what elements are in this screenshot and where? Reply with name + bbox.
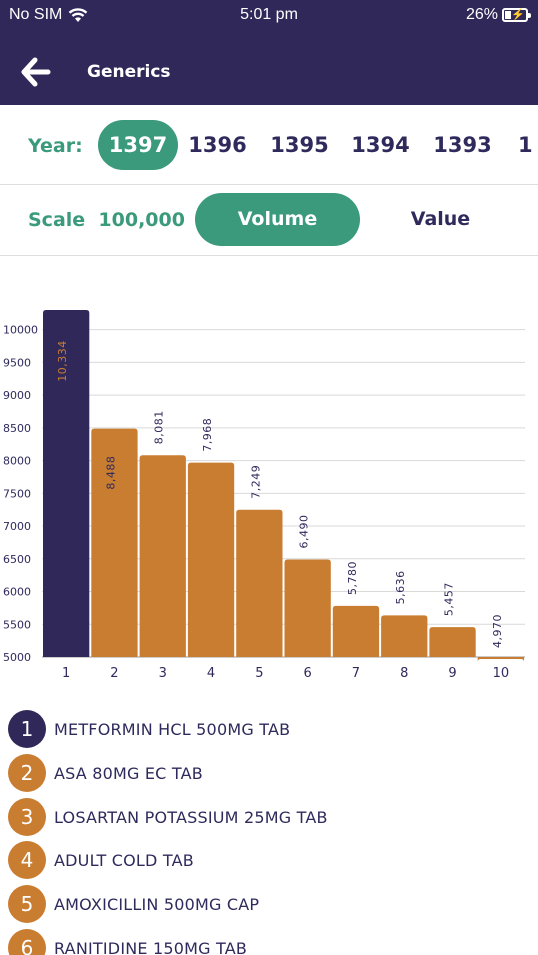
charging-bolt-icon: ⚡: [511, 9, 525, 21]
year-tab-1395[interactable]: 1395: [270, 133, 329, 157]
volume-toggle-button[interactable]: Volume: [195, 193, 360, 246]
bar[interactable]: [187, 462, 235, 657]
year-tab-1393[interactable]: 1393: [433, 133, 492, 157]
bar[interactable]: [477, 657, 524, 662]
scale-label: Scale 100,000: [28, 209, 185, 231]
carrier-status: No SIM: [9, 6, 88, 24]
x-tick-label: 7: [352, 666, 360, 681]
bar-value-label: 5,780: [346, 561, 359, 595]
clock: 5:01 pm: [240, 6, 298, 23]
legend-item[interactable]: 3 LOSARTAN POTASSIUM 25MG TAB: [8, 797, 328, 837]
legend-label: ADULT COLD TAB: [54, 850, 194, 870]
x-tick-label: 4: [207, 666, 215, 681]
x-tick-label: 6: [304, 666, 312, 681]
bar-value-label: 5,457: [443, 582, 456, 616]
bar[interactable]: [429, 627, 476, 657]
bar-value-label: 5,636: [394, 570, 407, 604]
y-tick-label: 10000: [3, 324, 38, 337]
status-bar: No SIM 5:01 pm 26% ⚡: [0, 0, 538, 32]
back-arrow-icon[interactable]: [18, 55, 52, 89]
legend-label: METFORMIN HCL 500MG TAB: [54, 719, 291, 739]
year-tab-1396[interactable]: 1396: [188, 133, 247, 157]
x-tick-label: 9: [448, 666, 456, 681]
legend-item[interactable]: 1 METFORMIN HCL 500MG TAB: [8, 709, 290, 749]
nav-bar: Generics: [0, 50, 538, 95]
year-tab-1394[interactable]: 1394: [351, 133, 410, 157]
year-label: Year:: [28, 135, 83, 157]
year-selector: Year: 1397 1396 1395 1394 1393 1: [0, 105, 538, 185]
y-tick-label: 8500: [3, 422, 31, 435]
legend-item[interactable]: 4 ADULT COLD TAB: [8, 840, 194, 880]
scale-value: 100,000: [98, 209, 185, 231]
bar[interactable]: [284, 559, 331, 657]
y-tick-label: 6500: [3, 553, 31, 566]
x-tick-label: 2: [110, 666, 118, 681]
bar[interactable]: [43, 310, 90, 657]
y-tick-label: 8000: [3, 455, 31, 468]
legend-number-badge: 3: [8, 798, 46, 836]
battery-icon: ⚡: [502, 8, 531, 22]
bar-value-label: 6,490: [298, 514, 311, 548]
wifi-icon: [69, 7, 88, 22]
x-tick-label: 10: [493, 666, 510, 681]
y-tick-label: 7500: [3, 487, 31, 500]
scale-title: Scale: [28, 209, 86, 231]
x-tick-label: 3: [159, 666, 167, 681]
battery-percent: 26%: [465, 6, 498, 23]
y-tick-label: 5500: [3, 618, 31, 631]
bar-chart-svg: 5000 5500 6000 6500 7000 7500 8000 8500 9000 9500…: [3, 310, 525, 681]
legend-label: LOSARTAN POTASSIUM 25MG TAB: [54, 807, 328, 827]
bar-chart: 5000 5500 6000 6500 7000 7500 8000 8500 9000 9500…: [0, 290, 538, 690]
legend-number-badge: 5: [8, 885, 46, 923]
bar[interactable]: [236, 509, 283, 657]
app-header: No SIM 5:01 pm 26% ⚡ Generics: [0, 0, 538, 105]
y-tick-label: 5000: [3, 651, 31, 664]
bar-value-label: 7,968: [201, 418, 214, 452]
legend-number-badge: 1: [8, 710, 46, 748]
x-tick-label: 5: [255, 666, 263, 681]
bar-value-label: 7,249: [249, 465, 262, 499]
legend-number-badge: 2: [8, 754, 46, 792]
legend-number-badge: 6: [8, 929, 46, 955]
bar-value-label: 8,081: [153, 410, 166, 444]
y-tick-label: 7000: [3, 520, 31, 533]
x-tick-label: 1: [62, 666, 70, 681]
value-toggle-button[interactable]: Value: [410, 208, 471, 230]
carrier-label: No SIM: [9, 6, 63, 23]
legend-item[interactable]: 6 RANITIDINE 150MG TAB: [8, 928, 247, 955]
page-title: Generics: [87, 62, 171, 82]
year-tab-1397[interactable]: 1397: [98, 120, 178, 170]
bar[interactable]: [91, 428, 138, 657]
legend-item[interactable]: 2 ASA 80MG EC TAB: [8, 753, 203, 793]
scale-selector: Scale 100,000 Volume Value: [0, 186, 538, 256]
bar[interactable]: [381, 615, 428, 657]
bar[interactable]: [332, 605, 380, 657]
y-tick-label: 9000: [3, 389, 31, 402]
bar[interactable]: [139, 455, 186, 657]
y-tick-label: 6000: [3, 586, 31, 599]
year-tab-partial[interactable]: 1: [518, 133, 533, 157]
legend-item[interactable]: 5 AMOXICILLIN 500MG CAP: [8, 884, 259, 924]
bar-value-label: 4,970: [491, 614, 504, 648]
battery-status: 26% ⚡: [465, 6, 531, 24]
legend-label: AMOXICILLIN 500MG CAP: [54, 894, 260, 914]
x-tick-label: 8: [400, 666, 408, 681]
legend-number-badge: 4: [8, 841, 46, 879]
bar-value-label: 8,488: [104, 456, 117, 490]
legend-label: ASA 80MG EC TAB: [54, 763, 203, 783]
legend-label: RANITIDINE 150MG TAB: [54, 938, 248, 955]
y-tick-label: 9500: [3, 356, 31, 369]
bar-value-label: 10,334: [56, 340, 69, 382]
